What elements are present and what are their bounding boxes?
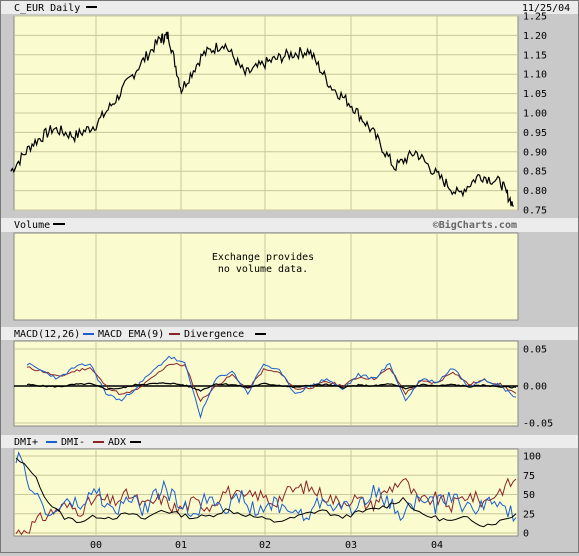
price-y-tick-label: 1.25	[523, 12, 547, 23]
price-y-tick-label: 0.85	[523, 167, 547, 178]
price-y-tick-label: 0.80	[523, 186, 547, 197]
price-title: C_EUR Daily	[14, 3, 80, 14]
divergence-legend-label: Divergence	[184, 329, 244, 340]
dmi-y-tick-label: 0	[523, 529, 529, 540]
watermark: ©BigCharts.com	[433, 219, 517, 231]
x-tick-label: 04	[431, 540, 443, 551]
price-y-tick-label: 1.05	[523, 89, 547, 100]
dmi-plus-line	[15, 451, 517, 523]
volume-message-line2: no volume data.	[218, 264, 308, 275]
volume-plot-area	[13, 232, 519, 321]
dmi-y-tick-label: 75	[523, 471, 535, 482]
volume-title: Volume	[14, 220, 50, 231]
dmi-y-tick-label: 100	[523, 452, 541, 463]
volume-message-line1: Exchange provides	[212, 252, 314, 263]
divergence-line	[26, 382, 517, 392]
dmi-minus-legend-label: DMI-	[61, 437, 85, 448]
price-y-tick-label: 0.90	[523, 147, 547, 158]
price-header	[1, 1, 578, 14]
x-tick-label: 03	[345, 540, 357, 551]
dmi-y-tick-label: 25	[523, 509, 535, 520]
dmi-y-tick-label: 50	[523, 490, 535, 501]
dmi-header	[1, 435, 578, 448]
macd-line	[26, 355, 517, 420]
macd-ema-legend-label: MACD EMA(9)	[98, 329, 164, 340]
price-y-tick-label: 1.15	[523, 50, 547, 61]
macd-legend-label: MACD(12,26)	[14, 329, 80, 340]
x-tick-label: 00	[90, 540, 102, 551]
x-tick-label: 02	[259, 540, 271, 551]
price-y-tick-label: 1.10	[523, 70, 547, 81]
adx-line	[15, 457, 517, 528]
macd-y-tick-label: 0.05	[523, 345, 547, 356]
macd-y-tick-label: 0.00	[523, 382, 547, 393]
dmi-plot-area	[13, 448, 519, 537]
macd-y-tick-label: -0.05	[523, 419, 553, 430]
macd-header	[1, 327, 578, 340]
price-y-tick-label: 0.95	[523, 128, 547, 139]
adx-legend-label: ADX	[108, 437, 126, 448]
price-y-tick-label: 1.20	[523, 31, 547, 42]
chart-date: 11/25/04	[522, 3, 570, 14]
x-tick-label: 01	[175, 540, 187, 551]
dmi-plus-legend-label: DMI+	[14, 437, 38, 448]
volume-header	[1, 218, 578, 232]
price-series-line	[10, 31, 514, 207]
price-y-tick-label: 1.00	[523, 109, 547, 120]
price-y-tick-label: 0.75	[523, 206, 547, 217]
data-marks	[10, 31, 518, 536]
text-labels: 0.75 0.80 0.85 0.90 0.95 1.00 1.05 1.10 1.15 1.20…	[14, 3, 570, 551]
